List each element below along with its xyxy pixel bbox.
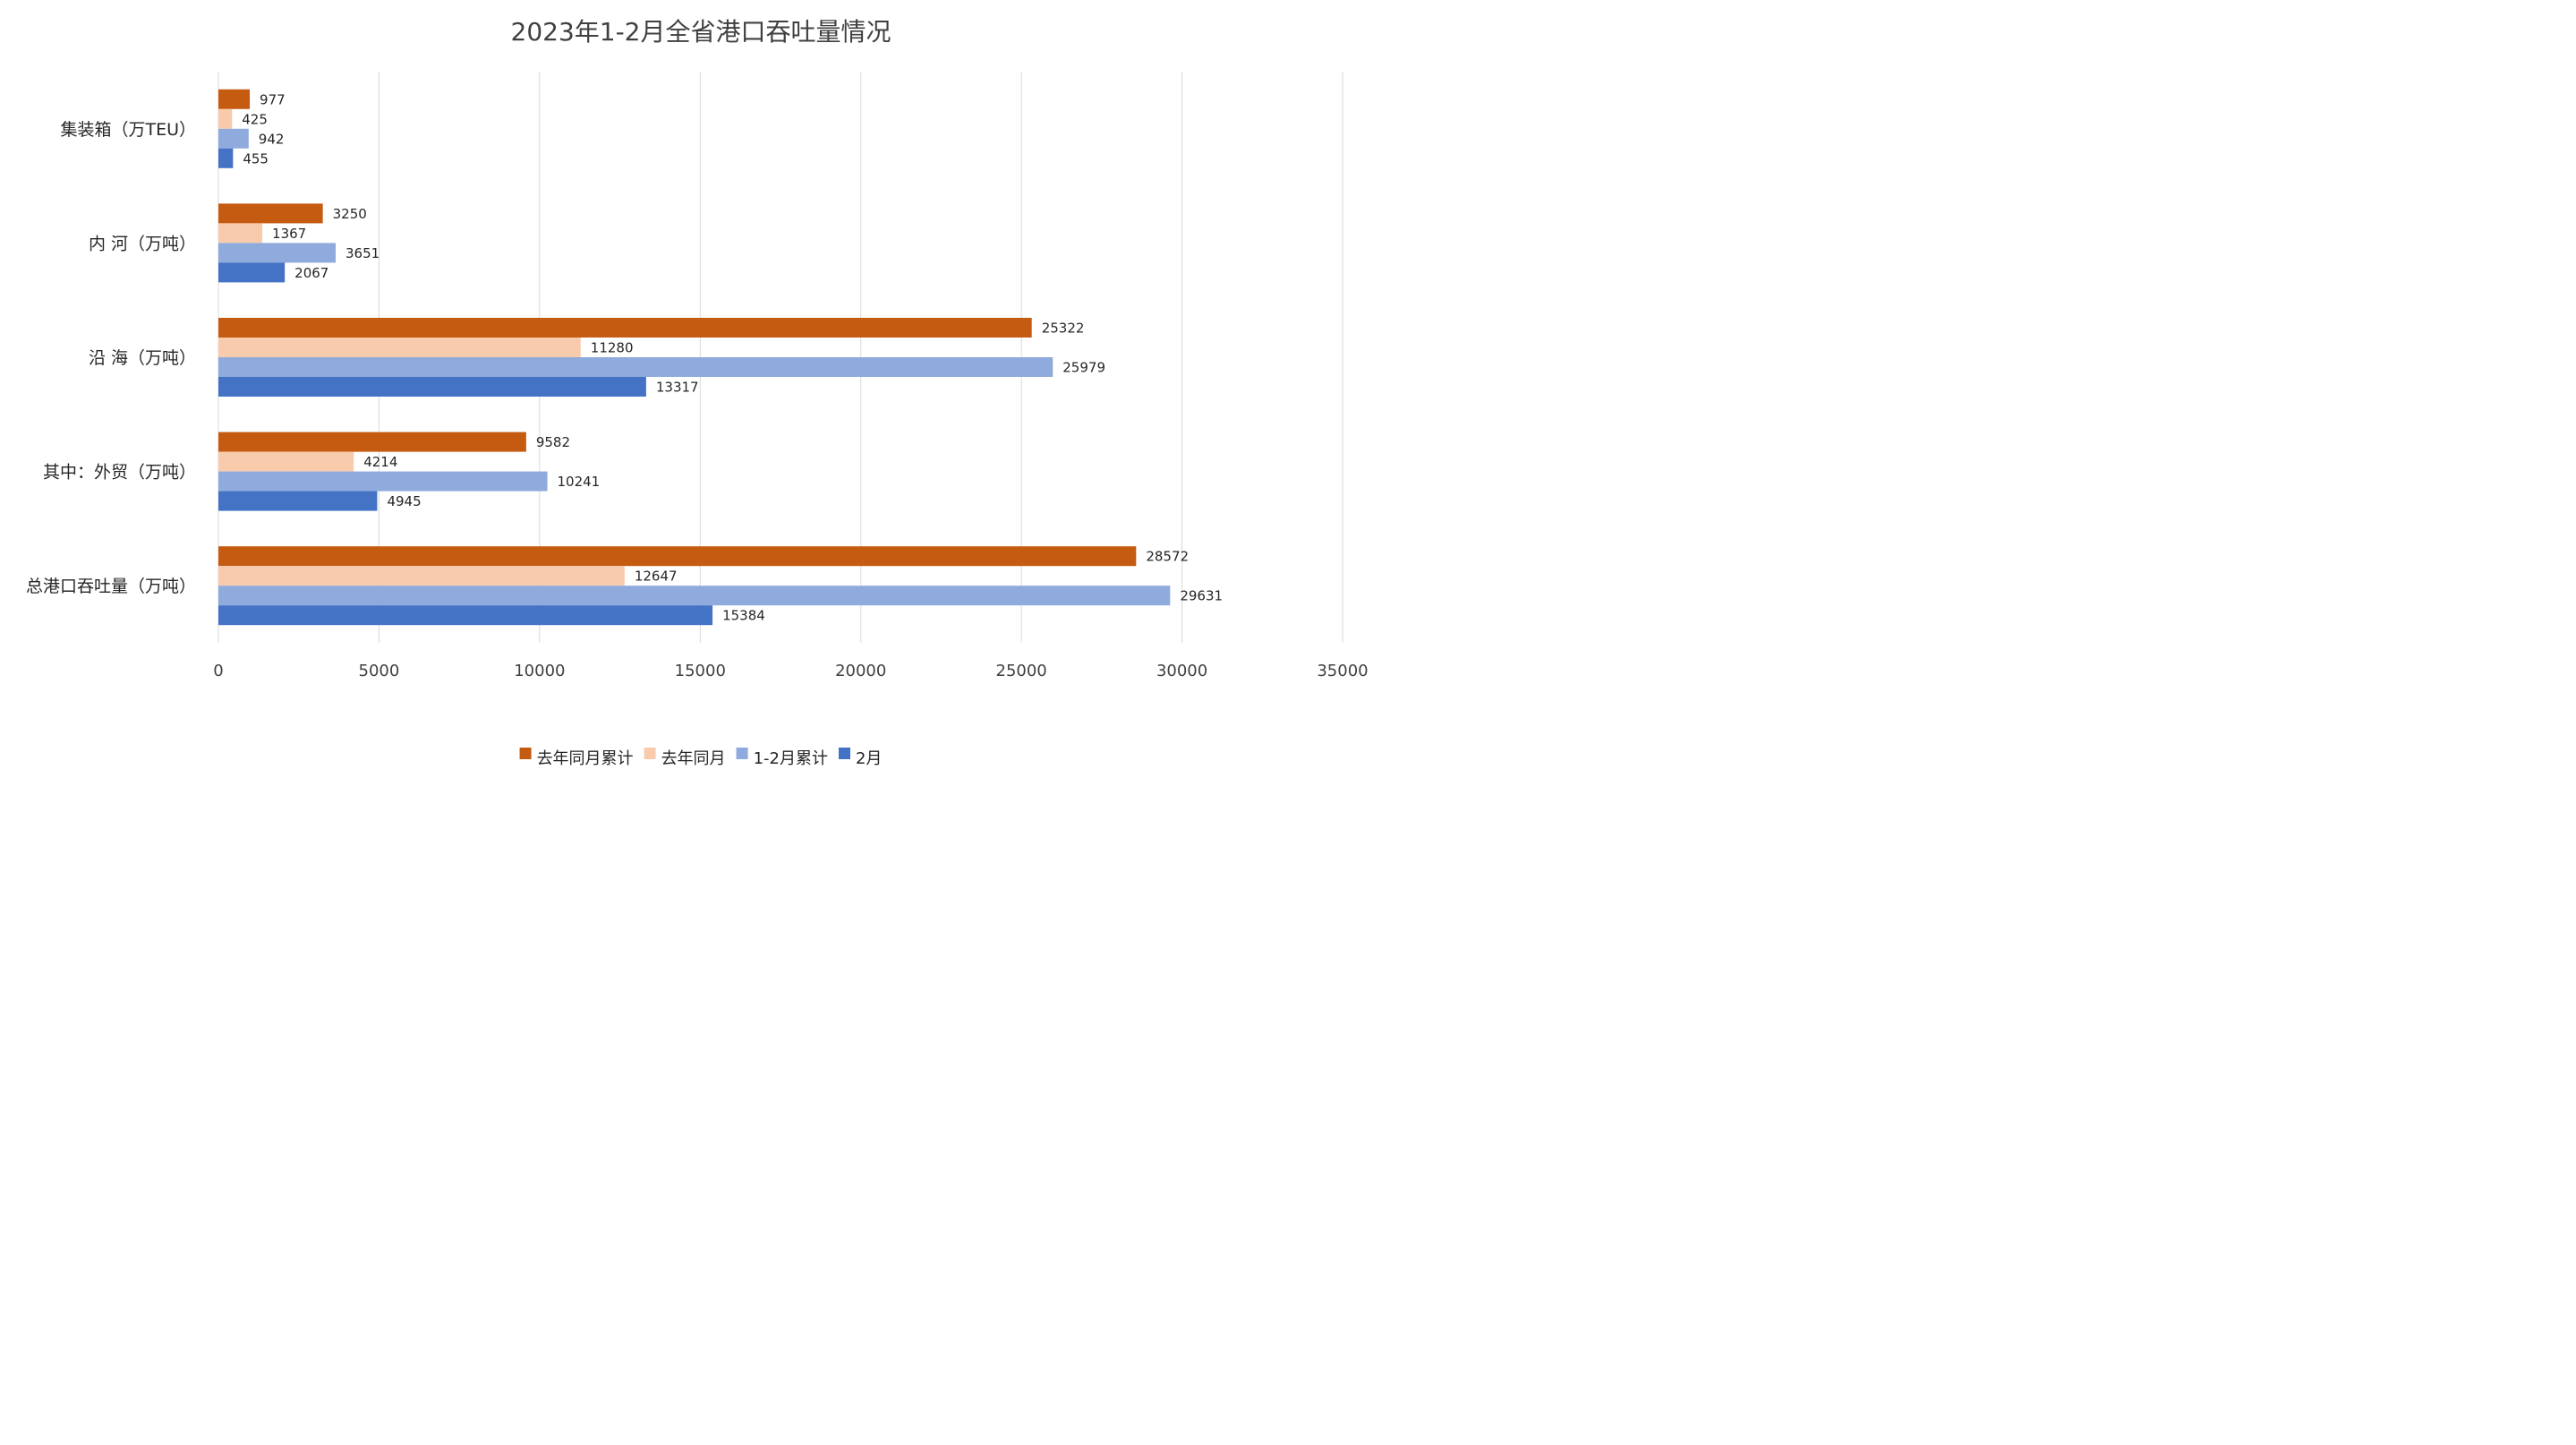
x-tick-label: 20000 (835, 662, 886, 680)
data-label: 13317 (656, 380, 699, 396)
category-label: 其中：外贸（万吨） (43, 463, 196, 483)
legend-label: 去年同月 (661, 749, 726, 768)
bar (218, 243, 337, 263)
bar (218, 566, 625, 586)
bar (218, 338, 581, 357)
legend-swatch (644, 748, 656, 759)
data-label: 9582 (536, 434, 570, 450)
legend-swatch (838, 748, 850, 759)
legend-swatch (736, 748, 748, 759)
x-tick-label: 35000 (1317, 662, 1368, 680)
data-label: 4945 (387, 493, 421, 509)
bar (218, 471, 548, 492)
category-labels: 集装箱（万TEU） 内 河（万吨） 沿 海（万吨） 其中：外贸（万吨） 总港口吞吐量（万… (26, 120, 196, 596)
data-label: 25322 (1042, 321, 1085, 337)
data-label: 4214 (363, 454, 397, 470)
x-tick-label: 25000 (996, 662, 1047, 680)
data-label: 2067 (294, 265, 328, 281)
legend-label: 1-2月累计 (754, 749, 828, 768)
x-tick-labels: 0 5000 10000 15000 20000 25000 30000 35000 (213, 662, 1368, 680)
legend-label: 2月 (856, 749, 882, 768)
category-label: 沿 海（万吨） (89, 348, 196, 368)
data-label: 3250 (333, 206, 367, 222)
bar-chart: 2023年1-2月全省港口吞吐量情况 977 425 942 455 3250 1367 3… (26, 17, 1369, 768)
bar (218, 546, 1137, 567)
bar (218, 586, 1171, 606)
bar (218, 148, 234, 168)
category-label: 集装箱（万TEU） (60, 120, 196, 140)
bar (218, 377, 646, 397)
data-labels: 977 425 942 455 3250 1367 3651 2067 25322 11280 25… (242, 91, 1223, 623)
data-label: 425 (242, 111, 268, 127)
bar (218, 432, 526, 452)
bar (218, 108, 233, 129)
x-tick-label: 15000 (675, 662, 726, 680)
legend-label: 去年同月累计 (537, 749, 634, 768)
x-tick-label: 0 (213, 662, 223, 680)
bar (218, 203, 323, 224)
bar (218, 451, 354, 472)
data-label: 455 (243, 150, 269, 167)
data-label: 15384 (722, 608, 765, 624)
data-label: 29631 (1180, 588, 1223, 604)
data-label: 977 (260, 91, 286, 107)
bar (218, 318, 1032, 338)
x-tick-label: 10000 (514, 662, 565, 680)
legend: 去年同月累计 去年同月 1-2月累计 2月 (519, 748, 882, 768)
data-label: 28572 (1146, 549, 1189, 565)
bar (218, 128, 249, 149)
bar (218, 89, 251, 109)
data-label: 10241 (558, 474, 601, 490)
data-label: 11280 (591, 340, 634, 356)
x-tick-label: 5000 (359, 662, 400, 680)
bar (218, 605, 713, 626)
bar (218, 491, 378, 511)
x-tick-label: 30000 (1156, 662, 1207, 680)
bar (218, 262, 286, 283)
bar (218, 223, 263, 244)
data-label: 1367 (272, 226, 306, 242)
data-label: 3651 (345, 245, 380, 261)
data-label: 12647 (635, 569, 678, 585)
chart-title: 2023年1-2月全省港口吞吐量情况 (511, 17, 891, 47)
legend-swatch (519, 748, 532, 759)
bar (218, 357, 1053, 377)
category-label: 总港口吞吐量（万吨） (26, 577, 196, 596)
data-label: 25979 (1062, 360, 1105, 376)
bars (218, 89, 1171, 626)
category-label: 内 河（万吨） (89, 234, 196, 253)
data-label: 942 (259, 131, 285, 147)
